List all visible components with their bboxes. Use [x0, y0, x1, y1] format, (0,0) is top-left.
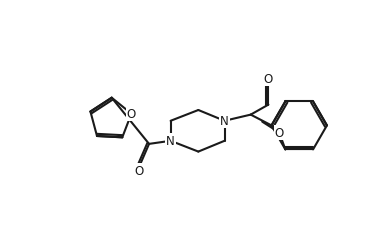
Text: N: N: [220, 115, 229, 128]
Text: O: O: [127, 108, 136, 121]
Text: O: O: [134, 165, 144, 178]
Text: N: N: [166, 135, 175, 148]
Text: O: O: [275, 126, 284, 139]
Text: O: O: [264, 73, 273, 85]
